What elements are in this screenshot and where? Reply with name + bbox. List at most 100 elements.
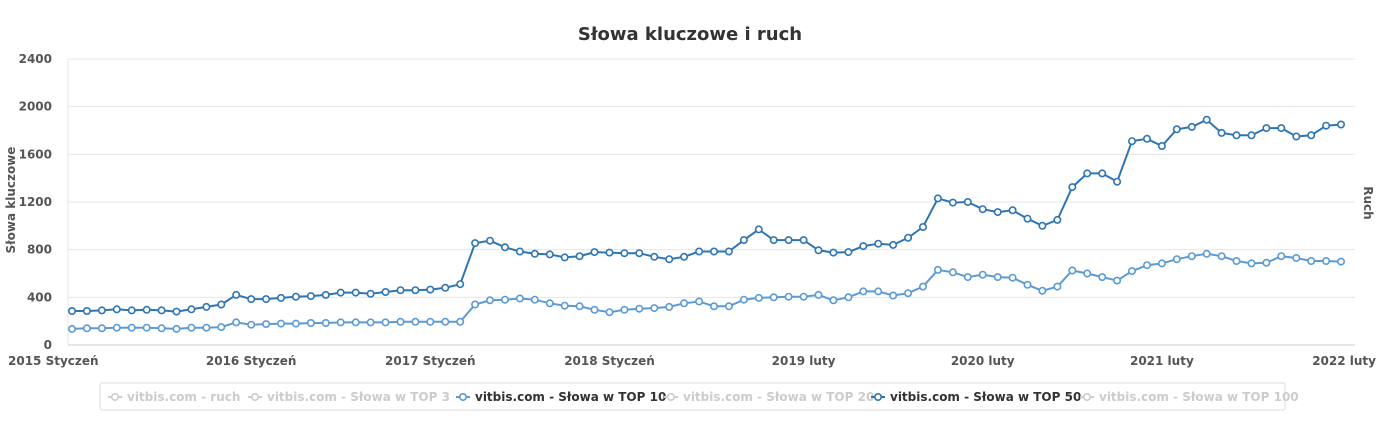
data-point[interactable] [500,243,509,252]
data-point[interactable] [1262,124,1271,133]
data-point[interactable] [515,247,524,256]
data-point[interactable] [1337,120,1346,129]
data-point[interactable] [1232,256,1241,265]
data-point[interactable] [1008,273,1017,282]
data-point[interactable] [1202,249,1211,258]
data-point[interactable] [1008,206,1017,215]
data-point[interactable] [1292,132,1301,141]
data-point[interactable] [1322,121,1331,130]
data-point[interactable] [351,318,360,327]
data-point[interactable] [127,306,136,315]
data-point[interactable] [1307,131,1316,140]
data-point[interactable] [485,236,494,245]
data-point[interactable] [172,307,181,316]
data-point[interactable] [306,318,315,327]
data-point[interactable] [635,304,644,313]
data-point[interactable] [814,290,823,299]
data-point[interactable] [1083,169,1092,178]
data-point[interactable] [680,299,689,308]
data-point[interactable] [1038,221,1047,230]
data-point[interactable] [590,248,599,257]
data-point[interactable] [112,305,121,314]
data-point[interactable] [1113,177,1122,186]
data-point[interactable] [859,242,868,251]
data-point[interactable] [1068,183,1077,192]
data-point[interactable] [769,236,778,245]
data-point[interactable] [799,236,808,245]
data-point[interactable] [1187,122,1196,131]
data-point[interactable] [844,248,853,257]
data-point[interactable] [560,253,569,262]
data-point[interactable] [1217,252,1226,261]
legend-item[interactable]: vitbis.com - ruch [108,390,240,404]
data-point[interactable] [739,295,748,304]
data-point[interactable] [1098,169,1107,178]
data-point[interactable] [456,280,465,289]
data-point[interactable] [635,249,644,258]
data-point[interactable] [381,318,390,327]
data-point[interactable] [112,323,121,332]
data-point[interactable] [232,290,241,299]
data-point[interactable] [1202,115,1211,124]
data-point[interactable] [381,287,390,296]
data-point[interactable] [769,293,778,302]
data-point[interactable] [291,292,300,301]
data-point[interactable] [1128,267,1137,276]
data-point[interactable] [1187,252,1196,261]
data-point[interactable] [217,300,226,309]
data-point[interactable] [650,304,659,313]
data-point[interactable] [978,205,987,214]
data-point[interactable] [202,323,211,332]
data-point[interactable] [1292,254,1301,263]
data-point[interactable] [187,305,196,314]
data-point[interactable] [142,305,151,314]
data-point[interactable] [695,247,704,256]
data-point[interactable] [1337,257,1346,266]
data-point[interactable] [471,300,480,309]
data-point[interactable] [948,268,957,277]
data-point[interactable] [471,239,480,248]
data-point[interactable] [933,194,942,203]
data-point[interactable] [426,317,435,326]
data-point[interactable] [396,317,405,326]
data-point[interactable] [68,324,77,333]
data-point[interactable] [575,252,584,261]
data-point[interactable] [829,248,838,257]
data-point[interactable] [665,302,674,311]
data-point[interactable] [1083,269,1092,278]
data-point[interactable] [232,318,241,327]
data-point[interactable] [709,247,718,256]
data-point[interactable] [1143,134,1152,143]
data-point[interactable] [844,293,853,302]
data-point[interactable] [724,247,733,256]
data-point[interactable] [396,286,405,295]
data-point[interactable] [262,295,271,304]
data-point[interactable] [321,318,330,327]
legend-item[interactable]: vitbis.com - Słowa w TOP 20 [664,390,874,404]
data-point[interactable] [620,249,629,258]
data-point[interactable] [351,288,360,297]
data-point[interactable] [889,240,898,249]
legend-item[interactable]: vitbis.com - Słowa w TOP 3 [248,390,450,404]
data-point[interactable] [1262,258,1271,267]
data-point[interactable] [754,293,763,302]
data-point[interactable] [918,282,927,291]
data-point[interactable] [963,273,972,282]
data-point[interactable] [500,295,509,304]
data-point[interactable] [68,306,77,315]
data-point[interactable] [874,239,883,248]
data-point[interactable] [1277,252,1286,261]
data-point[interactable] [247,295,256,304]
data-point[interactable] [948,198,957,207]
data-point[interactable] [202,302,211,311]
data-point[interactable] [1277,124,1286,133]
data-point[interactable] [680,252,689,261]
data-point[interactable] [1217,128,1226,137]
data-point[interactable] [545,299,554,308]
data-point[interactable] [1172,125,1181,134]
data-point[interactable] [1172,255,1181,264]
data-point[interactable] [426,285,435,294]
data-point[interactable] [978,270,987,279]
data-point[interactable] [366,318,375,327]
data-point[interactable] [754,225,763,234]
